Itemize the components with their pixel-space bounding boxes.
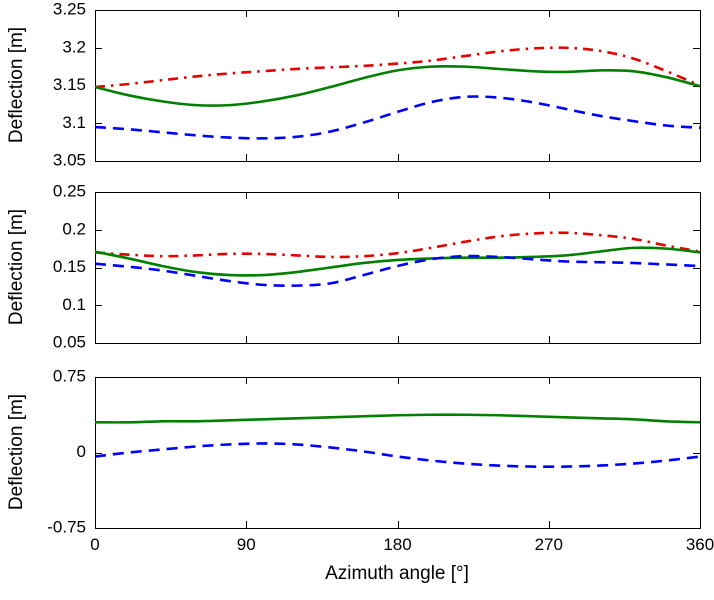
y-axis-label-middle: Deflection [m] [6,208,27,326]
x-axis-label: Azimuth angle [°] [325,563,469,584]
y-axis-label-bottom: Deflection [m] [6,393,27,511]
y-axis-label-top: Deflection [m] [6,26,27,144]
